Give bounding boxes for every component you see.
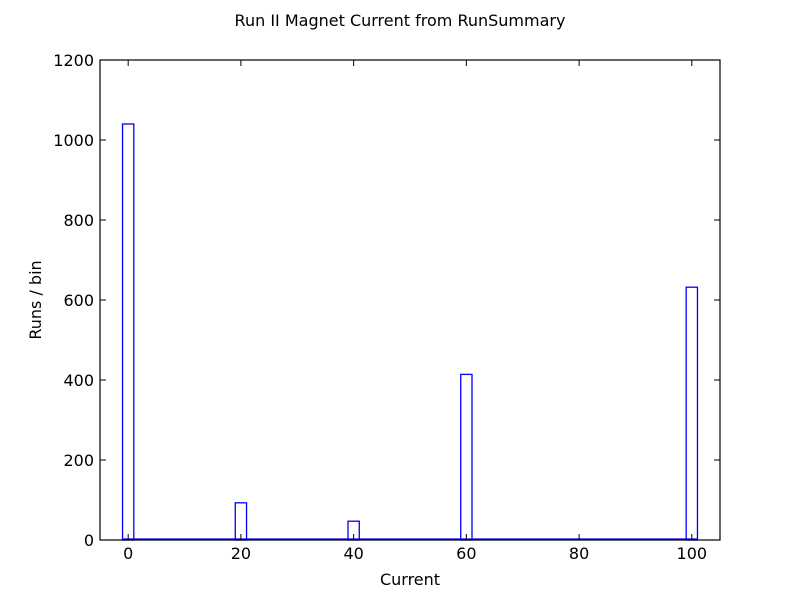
y-tick-label-1200: 1200	[53, 51, 94, 70]
histogram-bar-100	[685, 286, 699, 541]
x-axis-title: Current	[380, 570, 440, 589]
chart-title: Run II Magnet Current from RunSummary	[235, 11, 566, 30]
y-axis-title: Runs / bin	[26, 260, 45, 339]
y-tick-label-200: 200	[63, 451, 94, 470]
histogram-bar-60	[460, 373, 473, 541]
y-tick-label-1000: 1000	[53, 131, 94, 150]
x-tick-label-0: 0	[123, 544, 133, 563]
y-tick-label-0: 0	[84, 531, 94, 550]
x-tick-label-40: 40	[343, 544, 363, 563]
y-tick-label-400: 400	[63, 371, 94, 390]
x-tick-label-100: 100	[677, 544, 708, 563]
y-tick-label-600: 600	[63, 291, 94, 310]
x-tick-label-20: 20	[231, 544, 251, 563]
histogram-bar-0	[121, 123, 135, 541]
x-tick-label-60: 60	[456, 544, 476, 563]
plot-frame	[99, 59, 721, 541]
x-tick-label-80: 80	[569, 544, 589, 563]
y-tick-label-800: 800	[63, 211, 94, 230]
